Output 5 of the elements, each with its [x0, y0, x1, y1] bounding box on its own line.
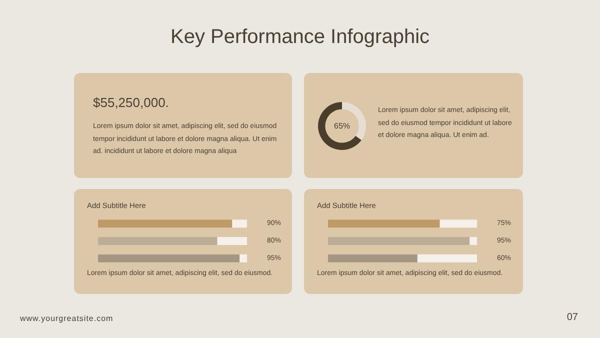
text: $55,250,000.	[93, 95, 169, 110]
text: www.yourgreatsite.com	[20, 314, 114, 323]
text: 65%	[334, 122, 350, 130]
text: 07	[566, 312, 578, 323]
text: Key Performance Infographic	[169, 26, 431, 49]
